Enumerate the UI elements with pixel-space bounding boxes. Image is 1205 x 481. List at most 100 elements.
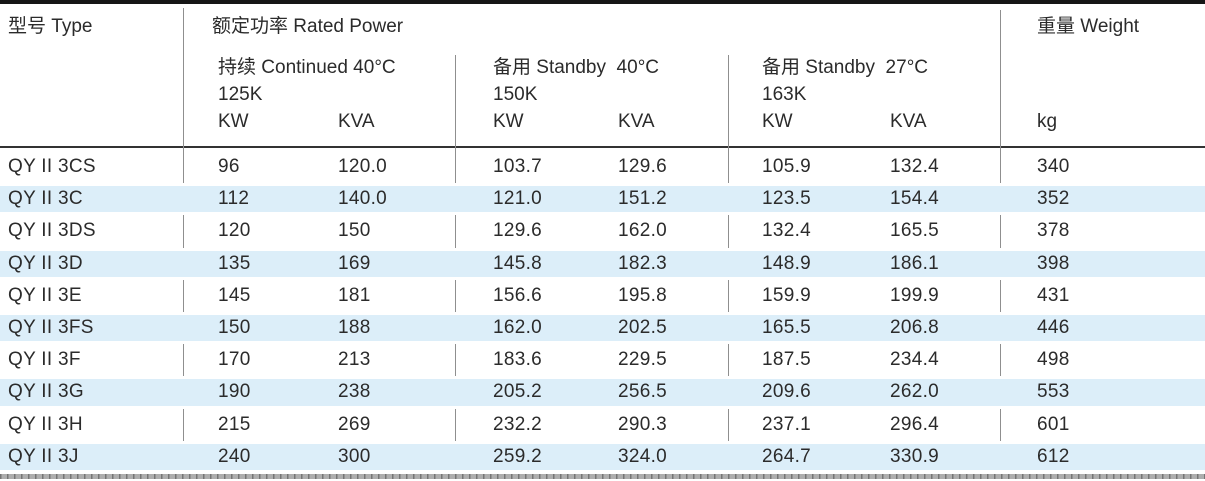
cell-model: QY II 3H bbox=[8, 413, 83, 435]
cell-model: QY II 3C bbox=[8, 188, 83, 210]
table-row: QY II 3F 170 213 183.6 229.5 187.5 234.4… bbox=[0, 344, 1205, 376]
table-row: QY II 3FS 150 188 162.0 202.5 165.5 206.… bbox=[0, 311, 1205, 345]
cell-continued-kw: 145 bbox=[218, 284, 251, 306]
cell-continued-kva: 140.0 bbox=[338, 188, 388, 210]
cell-standby27-kw: 264.7 bbox=[762, 445, 812, 467]
cell-continued-kw: 120 bbox=[218, 220, 251, 242]
section-standby-27c-label: 备用 Standby 27°C bbox=[762, 57, 929, 78]
cell-standby40-kw: 232.2 bbox=[493, 413, 543, 435]
cell-standby40-kva: 202.5 bbox=[618, 316, 668, 338]
cell-continued-kva: 238 bbox=[338, 381, 371, 403]
cell-standby40-kva: 182.3 bbox=[618, 252, 668, 274]
section-continued-40c-label: 持续 Continued 40°C bbox=[218, 57, 396, 78]
cell-model: QY II 3D bbox=[8, 252, 83, 274]
cell-standby40-kw: 259.2 bbox=[493, 445, 543, 467]
cell-weight: 601 bbox=[1037, 413, 1070, 435]
cell-weight: 431 bbox=[1037, 284, 1070, 306]
cell-continued-kva: 150 bbox=[338, 220, 371, 242]
cell-standby27-kva: 234.4 bbox=[890, 349, 940, 371]
cell-continued-kw: 190 bbox=[218, 381, 251, 403]
cell-standby40-kva: 256.5 bbox=[618, 381, 668, 403]
kw-header-standby-40c: KW bbox=[493, 111, 524, 132]
column-header-type: 型号 Type bbox=[8, 16, 93, 37]
cell-weight: 398 bbox=[1037, 252, 1070, 274]
cell-standby40-kw: 162.0 bbox=[493, 316, 543, 338]
weight-unit-label: kg bbox=[1037, 111, 1058, 132]
cell-standby27-kva: 154.4 bbox=[890, 188, 940, 210]
cell-standby27-kw: 105.9 bbox=[762, 156, 812, 177]
cell-continued-kw: 150 bbox=[218, 316, 251, 338]
cell-standby40-kva: 162.0 bbox=[618, 220, 668, 242]
divider-type-rated bbox=[183, 8, 184, 473]
section-standby-40c-k: 150K bbox=[493, 84, 538, 105]
table-bottom-border bbox=[0, 474, 1205, 479]
table-row: QY II 3J 240 300 259.2 324.0 264.7 330.9… bbox=[0, 440, 1205, 473]
cell-continued-kw: 170 bbox=[218, 349, 251, 371]
cell-standby40-kva: 151.2 bbox=[618, 188, 668, 210]
cell-standby27-kva: 330.9 bbox=[890, 445, 940, 467]
cell-standby27-kw: 165.5 bbox=[762, 316, 812, 338]
cell-standby27-kva: 199.9 bbox=[890, 284, 940, 306]
cell-standby27-kw: 237.1 bbox=[762, 413, 812, 435]
table-row: QY II 3D 135 169 145.8 182.3 148.9 186.1… bbox=[0, 247, 1205, 280]
cell-standby40-kw: 183.6 bbox=[493, 349, 543, 371]
cell-continued-kva: 120.0 bbox=[338, 156, 388, 177]
kw-header-continued: KW bbox=[218, 111, 249, 132]
table-row: QY II 3H 215 269 232.2 290.3 237.1 296.4… bbox=[0, 409, 1205, 441]
cell-standby40-kva: 195.8 bbox=[618, 284, 668, 306]
cell-continued-kw: 96 bbox=[218, 156, 240, 177]
cell-continued-kva: 269 bbox=[338, 413, 371, 435]
cell-standby27-kw: 209.6 bbox=[762, 381, 812, 403]
cell-weight: 352 bbox=[1037, 188, 1070, 210]
cell-standby40-kva: 229.5 bbox=[618, 349, 668, 371]
cell-standby27-kva: 296.4 bbox=[890, 413, 940, 435]
cell-standby27-kva: 262.0 bbox=[890, 381, 940, 403]
cell-weight: 446 bbox=[1037, 316, 1070, 338]
cell-weight: 553 bbox=[1037, 381, 1070, 403]
cell-continued-kva: 300 bbox=[338, 445, 371, 467]
cell-standby27-kw: 123.5 bbox=[762, 188, 812, 210]
cell-continued-kva: 213 bbox=[338, 349, 371, 371]
cell-standby27-kw: 187.5 bbox=[762, 349, 812, 371]
cell-standby27-kva: 206.8 bbox=[890, 316, 940, 338]
header-divider-line bbox=[0, 146, 1205, 148]
cell-standby40-kw: 145.8 bbox=[493, 252, 543, 274]
cell-model: QY II 3F bbox=[8, 349, 81, 371]
cell-continued-kva: 188 bbox=[338, 316, 371, 338]
cell-weight: 612 bbox=[1037, 445, 1070, 467]
cell-standby40-kw: 156.6 bbox=[493, 284, 543, 306]
cell-weight: 378 bbox=[1037, 220, 1070, 242]
cell-standby40-kva: 129.6 bbox=[618, 156, 668, 177]
cell-standby40-kw: 103.7 bbox=[493, 156, 543, 177]
kva-header-continued: KVA bbox=[338, 111, 375, 132]
table-row: QY II 3C 112 140.0 121.0 151.2 123.5 154… bbox=[0, 183, 1205, 216]
cell-continued-kw: 135 bbox=[218, 252, 251, 274]
table-row: QY II 3CS 96 120.0 103.7 129.6 105.9 132… bbox=[0, 151, 1205, 183]
cell-standby27-kw: 148.9 bbox=[762, 252, 812, 274]
cell-standby40-kw: 121.0 bbox=[493, 188, 543, 210]
kva-header-standby-27c: KVA bbox=[890, 111, 927, 132]
cell-model: QY II 3FS bbox=[8, 316, 94, 338]
kva-header-standby-40c: KVA bbox=[618, 111, 655, 132]
section-standby-27c-k: 163K bbox=[762, 84, 807, 105]
cell-model: QY II 3J bbox=[8, 445, 79, 467]
cell-weight: 340 bbox=[1037, 156, 1070, 177]
cell-standby40-kva: 290.3 bbox=[618, 413, 668, 435]
cell-continued-kw: 240 bbox=[218, 445, 251, 467]
table-row: QY II 3E 145 181 156.6 195.8 159.9 199.9… bbox=[0, 280, 1205, 312]
cell-model: QY II 3G bbox=[8, 381, 84, 403]
table-body: QY II 3CS 96 120.0 103.7 129.6 105.9 132… bbox=[0, 151, 1205, 473]
cell-weight: 498 bbox=[1037, 349, 1070, 371]
kw-header-standby-27c: KW bbox=[762, 111, 793, 132]
cell-standby40-kw: 129.6 bbox=[493, 220, 543, 242]
cell-standby27-kva: 165.5 bbox=[890, 220, 940, 242]
cell-model: QY II 3E bbox=[8, 284, 82, 306]
cell-model: QY II 3DS bbox=[8, 220, 96, 242]
column-header-weight: 重量 Weight bbox=[1037, 16, 1140, 37]
cell-continued-kva: 181 bbox=[338, 284, 371, 306]
cell-continued-kva: 169 bbox=[338, 252, 371, 274]
cell-standby40-kva: 324.0 bbox=[618, 445, 668, 467]
table-top-border bbox=[0, 0, 1205, 4]
cell-standby27-kva: 132.4 bbox=[890, 156, 940, 177]
